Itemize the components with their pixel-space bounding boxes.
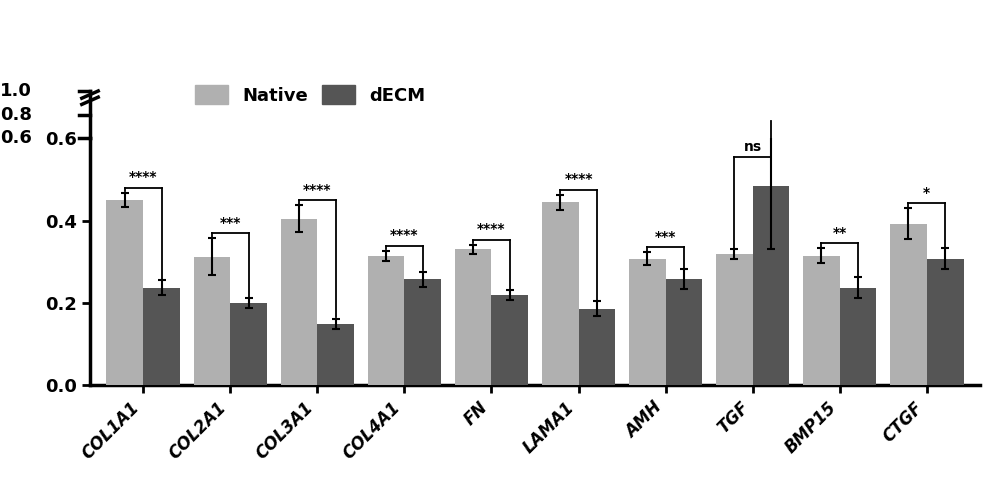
- Bar: [890, 223, 927, 385]
- Bar: [753, 186, 789, 385]
- Text: ****: ****: [564, 172, 593, 187]
- Bar: [143, 288, 180, 385]
- Bar: [404, 279, 441, 385]
- Text: ns: ns: [744, 139, 762, 154]
- Bar: [230, 303, 267, 385]
- Text: ****: ****: [129, 170, 157, 184]
- Bar: [803, 256, 840, 385]
- Bar: [194, 257, 230, 385]
- Bar: [666, 279, 702, 385]
- Bar: [317, 324, 354, 385]
- Bar: [368, 256, 404, 385]
- Legend: Native, dECM: Native, dECM: [188, 78, 433, 112]
- Text: 0.8: 0.8: [0, 106, 32, 124]
- Bar: [106, 200, 143, 385]
- Bar: [281, 218, 317, 385]
- Text: 1.0: 1.0: [0, 82, 32, 100]
- Text: ***: ***: [220, 216, 241, 230]
- Text: 0.6: 0.6: [0, 129, 32, 147]
- Bar: [455, 249, 491, 385]
- Text: ****: ****: [303, 183, 332, 197]
- Bar: [927, 258, 964, 385]
- Text: **: **: [833, 226, 847, 240]
- Bar: [579, 309, 615, 385]
- Text: *: *: [923, 186, 930, 200]
- Bar: [629, 258, 666, 385]
- Text: ****: ****: [477, 222, 506, 236]
- Text: ***: ***: [655, 230, 676, 244]
- Bar: [716, 254, 753, 385]
- Bar: [542, 202, 579, 385]
- Bar: [491, 295, 528, 385]
- Text: ****: ****: [390, 228, 419, 243]
- Bar: [840, 288, 876, 385]
